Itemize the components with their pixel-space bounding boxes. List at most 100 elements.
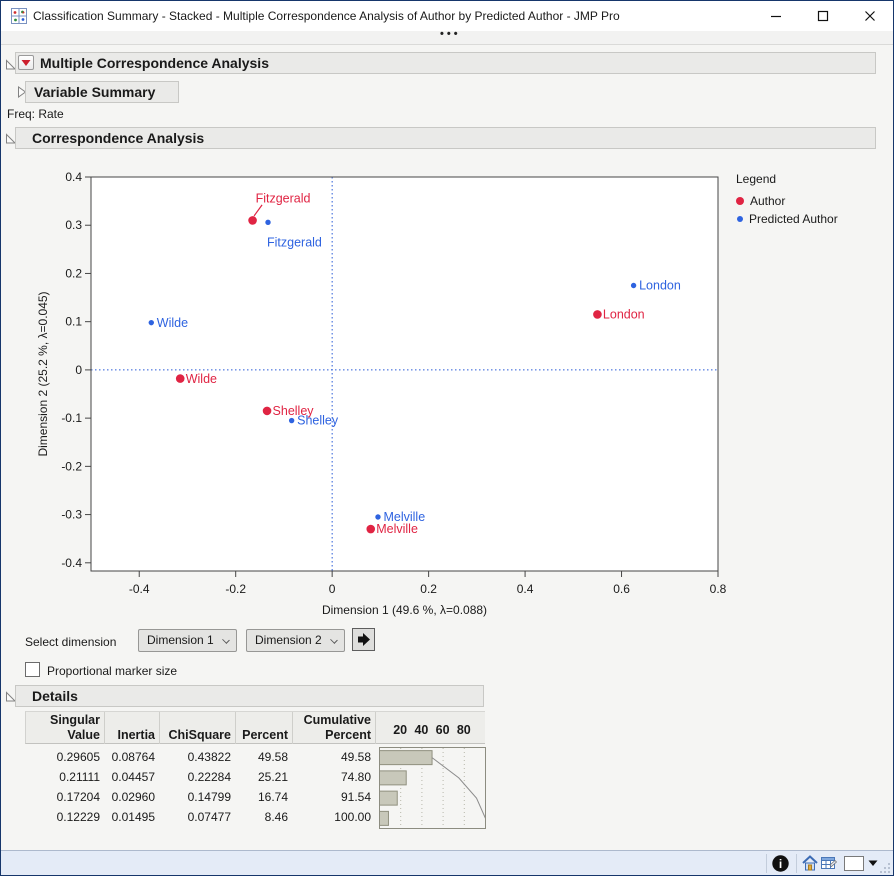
label-author-wilde[interactable]: Wilde xyxy=(186,372,217,386)
y-axis-tick-label: 0.4 xyxy=(65,170,82,184)
home-button[interactable] xyxy=(801,854,819,872)
details-table-cell: 74.80 xyxy=(340,770,371,784)
plot-background[interactable] xyxy=(91,177,718,571)
y-axis-tick-label: -0.2 xyxy=(61,459,82,473)
red-triangle-menu-button[interactable] xyxy=(18,55,34,70)
marker-author-wilde[interactable] xyxy=(175,374,185,383)
bar-axis-tick-labels: 20 40 60 80 xyxy=(379,723,485,740)
legend-marker-icon xyxy=(737,216,743,222)
x-axis-tick-label: -0.2 xyxy=(225,582,246,596)
variable-summary-outline-bar: Variable Summary xyxy=(25,81,179,103)
label-predicted-author-shelley[interactable]: Shelley xyxy=(297,414,339,428)
x-axis-tick-label: 0 xyxy=(329,582,336,596)
plot-legend: Legend Author Predicted Author xyxy=(736,172,838,228)
details-disclosure-triangle-icon[interactable] xyxy=(4,690,17,703)
details-table-row: 0.21111 0.04457 0.22284 25.21 74.80 xyxy=(25,767,376,787)
details-title: Details xyxy=(32,688,78,704)
minimize-button[interactable] xyxy=(752,1,799,31)
label-author-shelley[interactable]: Shelley xyxy=(273,404,315,418)
details-table-cell: 0.21111 xyxy=(59,770,100,784)
data-table-button[interactable] xyxy=(820,854,837,872)
marker-predicted-author-shelley[interactable] xyxy=(288,417,295,424)
info-button[interactable]: i xyxy=(771,854,790,873)
label-predicted-author-fitzgerald[interactable]: Fitzgerald xyxy=(267,235,322,249)
legend-item-author[interactable]: Author xyxy=(736,192,838,210)
details-table-cell: 0.17204 xyxy=(56,790,100,804)
column-header-chisquare: ChiSquare xyxy=(160,712,236,744)
marker-author-melville[interactable] xyxy=(366,524,376,534)
marker-author-london[interactable] xyxy=(593,310,602,319)
details-table-cell: 0.43822 xyxy=(187,750,231,764)
details-table-cell: 0.04457 xyxy=(111,770,155,784)
freq-note: Freq: Rate xyxy=(7,107,64,121)
ribbon-dots: ••• xyxy=(440,28,461,40)
color-theme-swatch-button[interactable] xyxy=(844,856,864,871)
details-table-cell: 0.29605 xyxy=(56,750,100,764)
dimension-x-value: Dimension 1 xyxy=(147,633,214,647)
y-axis-tick-label: 0.2 xyxy=(65,266,82,280)
bar-chart-frame xyxy=(379,747,486,829)
marker-predicted-author-melville[interactable] xyxy=(375,514,381,520)
details-table-cell: 49.58 xyxy=(257,750,288,764)
bar-axis-tick-label: 80 xyxy=(456,723,471,737)
status-bar: i xyxy=(1,850,893,875)
resize-grip[interactable] xyxy=(879,862,891,874)
bar-axis-tick-label: 40 xyxy=(414,723,429,737)
details-table-cell: 8.46 xyxy=(264,810,288,824)
mca-disclosure-triangle-icon[interactable] xyxy=(4,58,17,71)
swatch-dropdown-caret[interactable] xyxy=(868,860,878,867)
marker-author-shelley[interactable] xyxy=(262,406,272,416)
marker-predicted-author-fitzgerald[interactable] xyxy=(265,219,271,226)
x-axis-tick-label: -0.4 xyxy=(129,582,150,596)
y-axis-tick-label: 0 xyxy=(75,363,82,377)
percent-bar xyxy=(379,750,433,766)
label-callout-line-author-fitzgerald xyxy=(253,204,263,217)
label-predicted-author-melville[interactable]: Melville xyxy=(383,510,425,524)
dimension-x-dropdown[interactable]: Dimension 1 xyxy=(138,629,237,652)
x-axis-tick-label: 0.8 xyxy=(710,582,727,596)
percent-bar-chart xyxy=(379,747,486,829)
proportional-marker-label: Proportional marker size xyxy=(47,664,178,678)
details-outline-bar: Details xyxy=(15,685,484,707)
column-header-percent: Percent xyxy=(236,712,293,744)
ca-disclosure-triangle-icon[interactable] xyxy=(4,132,17,145)
column-header-singular-value: Singular Value xyxy=(26,712,105,744)
column-header-cumulative-percent: Cumulative Percent xyxy=(293,712,376,744)
label-predicted-author-london[interactable]: London xyxy=(639,279,681,293)
ribbon-collapse-strip[interactable]: ••• xyxy=(1,28,893,45)
mca-outline-bar: Multiple Correspondence Analysis xyxy=(15,52,876,74)
proportional-marker-checkbox[interactable] xyxy=(25,662,40,677)
marker-predicted-author-wilde[interactable] xyxy=(148,319,154,326)
label-author-fitzgerald[interactable]: Fitzgerald xyxy=(256,191,311,205)
mca-title: Multiple Correspondence Analysis xyxy=(40,55,269,71)
correspondence-plot[interactable]: -0.4 -0.2 0 0.2 0.4 0.6 0.8 0.4 0.3 0.2 0.1 0 -0.1 -0… xyxy=(31,161,731,623)
bar-axis-tick-label: 20 xyxy=(393,723,408,737)
details-table-body: 0.29605 0.08764 0.43822 49.58 49.58 0.21111 0.… xyxy=(25,747,376,827)
legend-title: Legend xyxy=(736,172,777,186)
marker-predicted-author-london[interactable] xyxy=(630,282,637,289)
label-author-melville[interactable]: Melville xyxy=(376,522,418,536)
dimension-y-dropdown[interactable]: Dimension 2 xyxy=(246,629,345,652)
percent-bar xyxy=(379,770,407,786)
details-table-cell: 0.01495 xyxy=(111,810,155,824)
black-arrow-icon xyxy=(358,633,370,646)
maximize-button[interactable] xyxy=(799,1,846,31)
label-predicted-author-wilde[interactable]: Wilde xyxy=(157,316,188,330)
details-table-cell: 0.22284 xyxy=(187,770,231,784)
chevron-down-icon xyxy=(222,636,230,644)
details-table-cell: 49.58 xyxy=(340,750,371,764)
next-dimension-button[interactable] xyxy=(352,628,375,651)
y-axis-tick-label: 0.3 xyxy=(65,218,82,232)
title-bar[interactable]: Classification Summary - Stacked - Multi… xyxy=(1,1,893,31)
details-table-cell: 16.74 xyxy=(257,790,288,804)
close-button[interactable] xyxy=(846,1,893,31)
dimension-y-value: Dimension 2 xyxy=(255,633,322,647)
x-axis-tick-label: 0.2 xyxy=(420,582,437,596)
y-axis-tick-label: 0.1 xyxy=(65,315,82,329)
marker-author-fitzgerald[interactable] xyxy=(248,216,257,225)
label-author-london[interactable]: London xyxy=(603,308,645,322)
variable-summary-disclosure-triangle-icon[interactable] xyxy=(16,85,27,99)
legend-item-predicted-author[interactable]: Predicted Author xyxy=(736,210,838,228)
y-axis-tick-label: -0.1 xyxy=(61,411,82,425)
